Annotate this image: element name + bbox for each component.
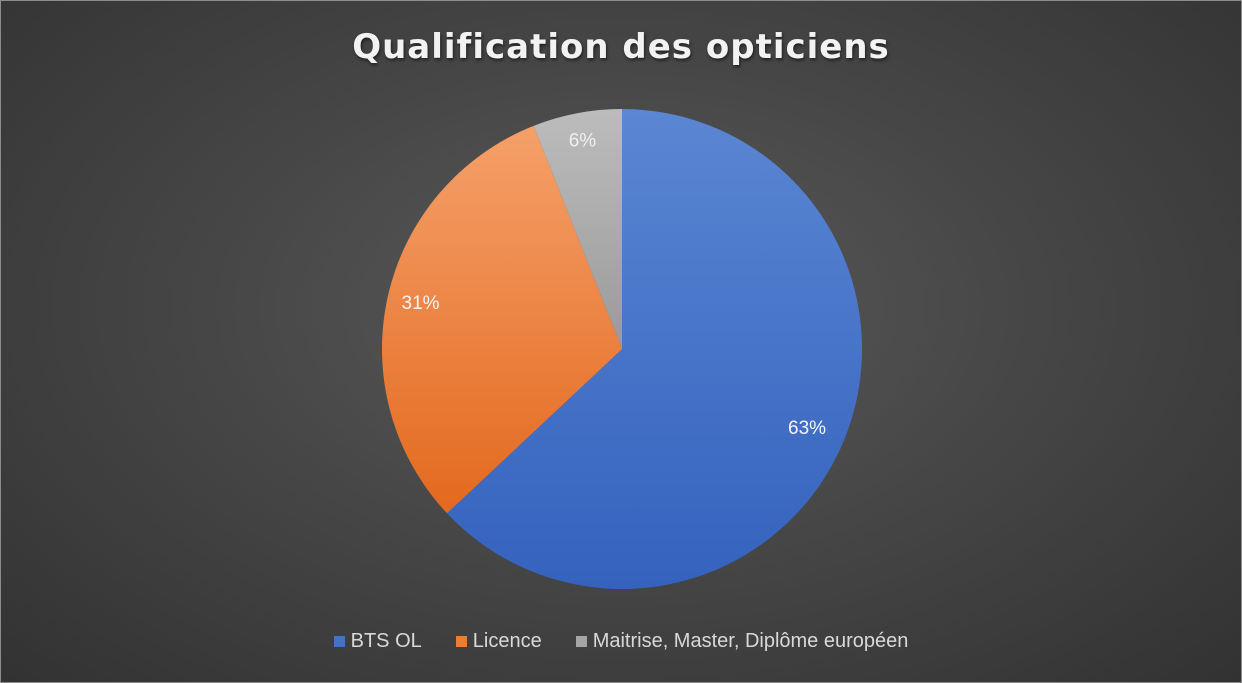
data-label-master: 6% [569,131,597,152]
legend-swatch [575,636,587,647]
chart-title: Qualification des opticiens [352,27,890,67]
data-label-licence: 31% [402,293,440,314]
legend-swatch [455,636,467,647]
legend-item-bts-ol[interactable]: BTS OL [333,630,422,653]
legend-swatch [333,636,345,647]
pie-slice-master[interactable] [533,109,622,349]
legend-item-master[interactable]: Maitrise, Master, Diplôme européen [575,630,909,653]
legend-label: BTS OL [350,630,422,652]
data-label-bts-ol: 63% [788,418,826,439]
pie-slice-licence[interactable] [381,125,622,514]
legend: BTS OL Licence Maitrise, Master, Diplôme… [1,630,1241,653]
legend-label: Maitrise, Master, Diplôme européen [592,630,909,652]
legend-item-licence[interactable]: Licence [455,630,542,653]
legend-label: Licence [472,630,542,652]
pie-slice-bts-ol[interactable] [447,109,862,589]
